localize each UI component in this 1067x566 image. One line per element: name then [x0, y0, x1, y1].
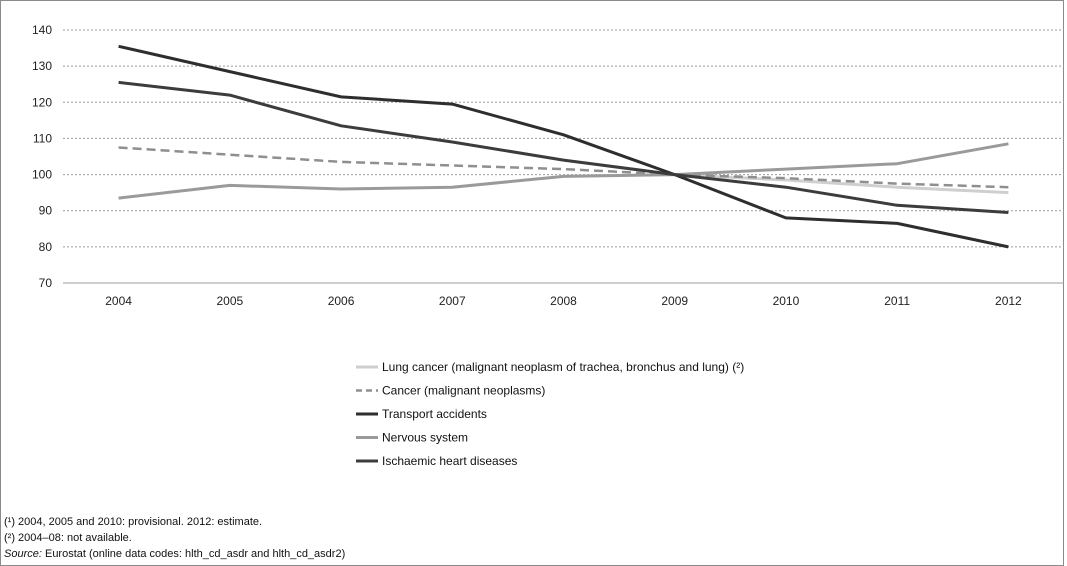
y-tick-label: 100: [32, 168, 52, 182]
series-line-2: [118, 146, 1009, 189]
legend-label-5: Ischaemic heart diseases: [382, 454, 517, 468]
y-tick-label: 110: [33, 131, 52, 145]
x-tick-label: 2009: [661, 294, 688, 308]
grid-lines: [63, 29, 1064, 248]
y-axis-ticks: 70 80 90 100 110 120 130 140: [32, 23, 52, 290]
y-tick-label: 140: [32, 23, 52, 37]
x-tick-label: 2005: [216, 294, 243, 308]
x-tick-label: 2011: [884, 294, 910, 308]
footnote-2: (²) 2004–08: not available.: [4, 532, 132, 544]
source-note: Source: Eurostat (online data codes: hlt…: [4, 548, 345, 560]
legend-label-3: Transport accidents: [382, 407, 487, 421]
x-tick-label: 2012: [995, 294, 1022, 308]
x-tick-label: 2004: [105, 294, 132, 308]
x-tick-label: 2007: [439, 294, 466, 308]
series-line-3: [118, 44, 1009, 249]
series-line-1: [674, 173, 1009, 195]
y-tick-label: 70: [39, 276, 53, 290]
y-tick-label: 90: [39, 204, 53, 218]
x-tick-label: 2006: [328, 294, 355, 308]
y-tick-label: 80: [39, 240, 53, 254]
x-tick-label: 2008: [550, 294, 577, 308]
y-tick-label: 120: [32, 95, 52, 109]
x-axis-ticks: 2004 2005 2006 2007 2008 2009 2010 2011 2012: [105, 294, 1022, 308]
legend-label-1: Lung cancer (malignant neoplasm of trach…: [382, 360, 744, 374]
legend-label-4: Nervous system: [382, 431, 468, 445]
footnote-1: (¹) 2004, 2005 and 2010: provisional. 20…: [4, 516, 263, 528]
legend-label-2: Cancer (malignant neoplasms): [382, 384, 545, 398]
source-text: Eurostat (online data codes: hlth_cd_asd…: [41, 548, 346, 560]
series-line-4: [118, 142, 1009, 200]
y-tick-label: 130: [32, 59, 52, 73]
series-lines: [118, 44, 1009, 249]
series-line-5: [118, 80, 1009, 214]
x-tick-label: 2010: [773, 294, 800, 308]
legend: Lung cancer (malignant neoplasm of trach…: [356, 360, 744, 468]
source-label: Source:: [4, 548, 42, 560]
